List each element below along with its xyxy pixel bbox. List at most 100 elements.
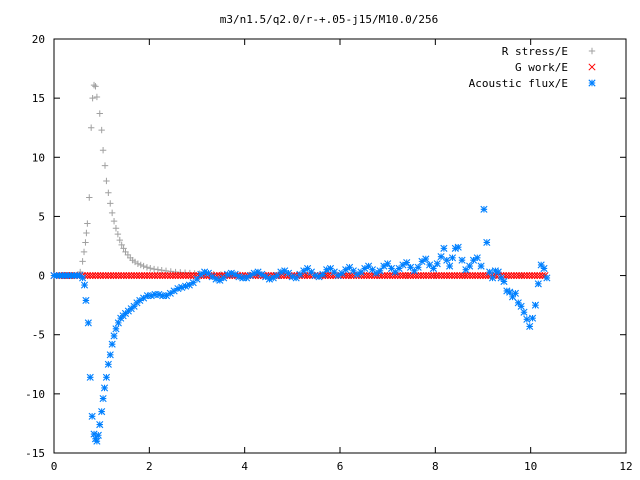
- data-point: [140, 294, 148, 302]
- chart-title: m3/n1.5/q2.0/r-+.05-j15/M10.0/256: [220, 13, 439, 26]
- data-point: [208, 273, 216, 281]
- data-point: [120, 245, 127, 252]
- data-point: [101, 162, 109, 169]
- data-point: [531, 272, 539, 280]
- data-point: [466, 262, 474, 270]
- data-point: [125, 272, 133, 280]
- data-point: [100, 384, 109, 392]
- data-point: [368, 266, 377, 274]
- data-point: [353, 270, 361, 278]
- data-point: [122, 272, 130, 280]
- data-point: [523, 272, 531, 280]
- data-point: [480, 205, 488, 213]
- data-point: [306, 272, 314, 280]
- data-point: [510, 272, 518, 280]
- legend-marker: [588, 63, 596, 71]
- data-point: [120, 272, 128, 280]
- data-point: [497, 274, 505, 282]
- data-point: [508, 293, 517, 301]
- data-point: [84, 319, 92, 327]
- data-point: [118, 241, 125, 249]
- data-point: [440, 272, 448, 280]
- data-point: [500, 277, 508, 286]
- data-point: [454, 243, 462, 251]
- data-point: [523, 315, 531, 323]
- data-point: [412, 272, 420, 280]
- data-point: [258, 270, 266, 278]
- data-point: [133, 272, 141, 280]
- data-point: [212, 275, 220, 283]
- data-point: [330, 268, 338, 276]
- data-point: [227, 269, 235, 277]
- data-point: [110, 332, 118, 340]
- data-point: [319, 270, 327, 278]
- data-point: [138, 272, 146, 280]
- data-point: [156, 272, 164, 280]
- data-point: [94, 272, 102, 280]
- data-point: [419, 272, 428, 280]
- data-point: [174, 272, 182, 280]
- data-point: [453, 272, 461, 280]
- data-point: [425, 272, 433, 280]
- data-point: [395, 264, 403, 273]
- data-point: [466, 272, 474, 280]
- x-tick-label: 8: [432, 460, 439, 473]
- data-point: [102, 272, 110, 280]
- data-point: [143, 292, 152, 300]
- data-point: [112, 225, 120, 232]
- data-point: [528, 314, 537, 322]
- data-point: [80, 281, 89, 289]
- data-point: [197, 270, 205, 278]
- data-point: [543, 274, 551, 282]
- data-point: [90, 81, 98, 89]
- data-point: [153, 272, 161, 280]
- x-tick-label: 6: [337, 460, 344, 473]
- data-point: [135, 272, 143, 280]
- data-point: [417, 272, 425, 280]
- data-point: [296, 270, 304, 278]
- data-point: [143, 264, 151, 271]
- data-point: [456, 272, 464, 280]
- data-point: [303, 264, 312, 273]
- data-point: [414, 263, 422, 271]
- data-point: [365, 272, 373, 280]
- data-point: [117, 272, 125, 280]
- data-point: [311, 271, 319, 280]
- data-point: [164, 272, 172, 280]
- data-point: [114, 230, 122, 238]
- y-tick-label: -10: [25, 388, 45, 401]
- data-point: [107, 200, 114, 207]
- data-point: [80, 248, 88, 256]
- legend: R stress/E G work/E Acoustic flux/E: [469, 45, 596, 90]
- data-point: [112, 272, 120, 280]
- data-point: [246, 271, 254, 280]
- data-point: [104, 360, 112, 368]
- data-point: [528, 272, 536, 280]
- data-point: [108, 209, 116, 217]
- data-point: [458, 256, 466, 264]
- data-point: [396, 272, 404, 280]
- data-point: [254, 268, 262, 276]
- y-tick-label: -15: [25, 447, 45, 460]
- data-point: [109, 272, 117, 280]
- data-point: [273, 271, 281, 280]
- data-point: [127, 272, 136, 280]
- data-point: [427, 272, 435, 280]
- y-tick-label: 15: [32, 92, 45, 105]
- data-point: [79, 258, 86, 265]
- data-point: [404, 272, 412, 280]
- data-point: [96, 421, 104, 429]
- data-point: [518, 272, 526, 280]
- data-point: [265, 275, 274, 283]
- data-point: [269, 274, 277, 282]
- data-point: [114, 319, 122, 327]
- data-point: [292, 274, 300, 282]
- data-point: [422, 255, 430, 263]
- data-point: [307, 268, 315, 276]
- data-point: [403, 258, 411, 267]
- data-point: [99, 146, 107, 154]
- data-point: [99, 395, 107, 403]
- data-point: [82, 239, 89, 246]
- data-point: [204, 269, 213, 277]
- data-point: [345, 263, 354, 271]
